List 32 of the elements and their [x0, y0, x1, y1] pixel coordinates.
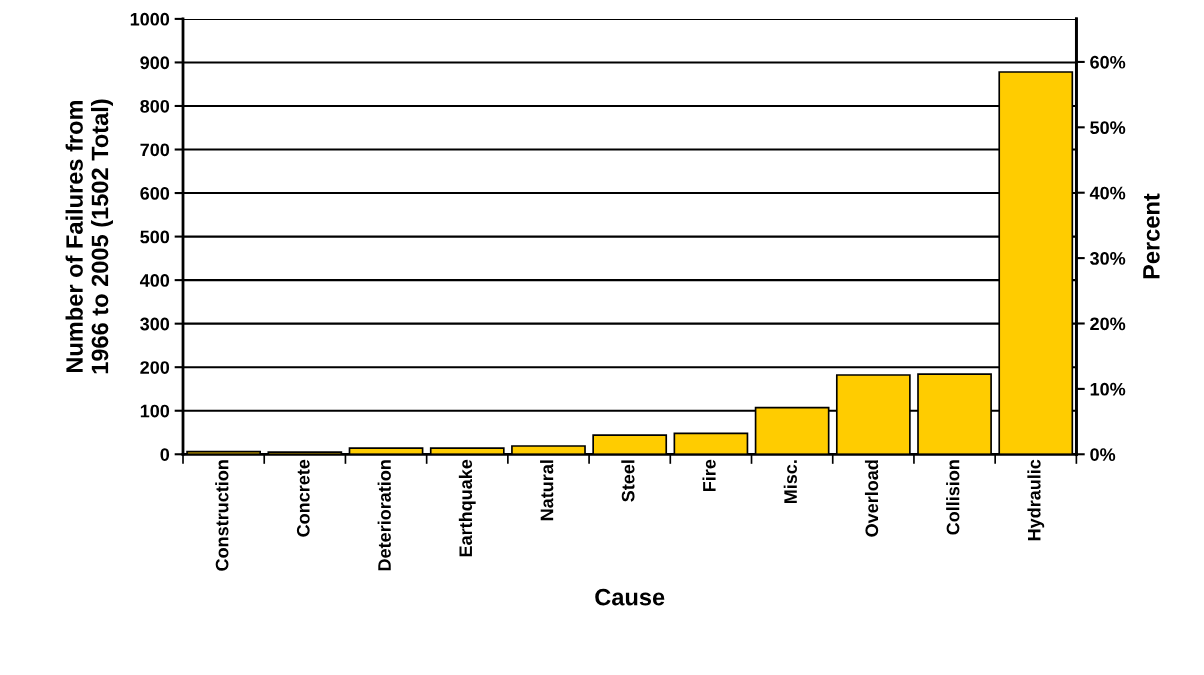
y-tick-label: 700 — [140, 143, 170, 157]
y2-tick-label: 0% — [1090, 448, 1116, 461]
y-tick-label: 900 — [140, 56, 170, 70]
y2-tick-label: 40% — [1089, 186, 1126, 200]
x-tick-label: Construction — [215, 460, 229, 571]
y2-tick-label: 50% — [1090, 121, 1126, 135]
y2-tick-label: 20% — [1090, 317, 1126, 331]
y-tick-label: 400 — [139, 274, 170, 287]
x-tick-label: Overload — [864, 460, 879, 537]
x-tick-label: Deterioration — [377, 460, 391, 571]
y2-tick-label: 60% — [1090, 55, 1126, 69]
y-tick-label: 200 — [140, 361, 170, 374]
y2-tick-label: 10% — [1090, 382, 1126, 396]
y-tick-label: 0 — [160, 448, 170, 461]
x-tick-label: Concrete — [296, 459, 310, 537]
y2-tick-label: 30% — [1089, 252, 1126, 265]
y-axis-title: Number of Failures from 1966 to 2005 (1502 Total) — [65, 99, 113, 374]
y-tick-label: 800 — [140, 99, 170, 113]
y-tick-label: 600 — [140, 186, 170, 200]
y-tick-label: 500 — [140, 230, 170, 244]
y-tick-label: 1000 — [130, 12, 170, 26]
x-tick-label: Earthquake — [458, 459, 476, 557]
x-tick-label: Collision — [946, 460, 960, 535]
x-tick-label: Fire — [702, 459, 716, 492]
x-axis-title: Cause — [595, 588, 665, 606]
y-tick-label: 100 — [140, 404, 170, 418]
x-tick-label: Natural — [540, 460, 554, 521]
x-tick-label: Misc. — [783, 460, 797, 504]
y-tick-label: 300 — [140, 317, 170, 331]
y2-axis-title: Percent — [1143, 193, 1160, 279]
x-tick-label: Hydraulic — [1027, 459, 1045, 541]
x-tick-label: Steel — [621, 460, 635, 502]
